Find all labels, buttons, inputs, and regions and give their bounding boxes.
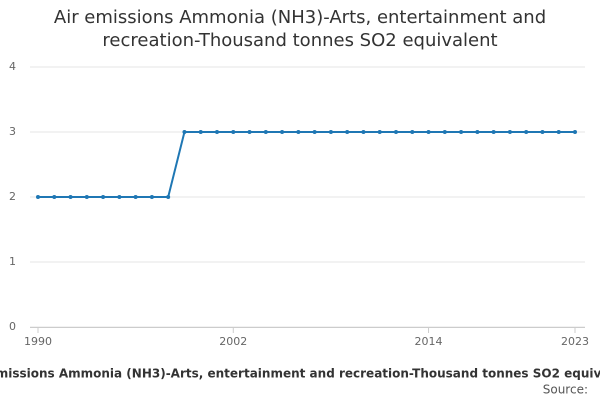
point [394, 130, 398, 134]
point [312, 130, 317, 134]
point [247, 130, 252, 134]
point [52, 195, 57, 199]
point [117, 195, 122, 199]
point [101, 195, 106, 199]
point [36, 195, 40, 199]
point [149, 195, 154, 199]
x-tick-label: 2014 [415, 335, 443, 348]
y-tick-label: 1 [9, 255, 16, 268]
point [459, 130, 464, 134]
point [280, 130, 285, 134]
point [231, 130, 236, 134]
x-tick-label: 1990 [24, 335, 52, 348]
point [556, 130, 561, 134]
point [198, 130, 203, 134]
source: Source: [543, 383, 588, 397]
point [296, 130, 301, 134]
point [426, 130, 431, 134]
x-tick-label: 2023 [561, 335, 589, 348]
point [182, 130, 187, 134]
point [361, 130, 366, 134]
point [263, 130, 268, 134]
y-tick-label: 4 [9, 60, 16, 73]
point [84, 195, 89, 199]
point [524, 130, 529, 134]
line [38, 131, 575, 198]
point [442, 130, 447, 134]
x-axis-label: Air emissions Ammonia (NH3)-Arts, entert… [0, 367, 600, 381]
y-tick-label: 0 [9, 320, 16, 333]
point [573, 130, 577, 134]
point [377, 130, 382, 134]
point [133, 195, 138, 199]
point [345, 130, 350, 134]
point [166, 195, 171, 199]
point [540, 130, 545, 134]
y-tick-label: 2 [9, 190, 16, 203]
point [410, 130, 415, 134]
point [328, 130, 333, 134]
y-tick-label: 3 [9, 125, 16, 138]
point [215, 130, 219, 134]
x-tick-label: 2002 [219, 335, 247, 348]
point [507, 130, 512, 134]
chart-title: Air emissions Ammonia (NH3)-Arts, entert… [53, 7, 547, 51]
point [68, 195, 73, 199]
point [475, 130, 480, 134]
point [491, 130, 496, 134]
